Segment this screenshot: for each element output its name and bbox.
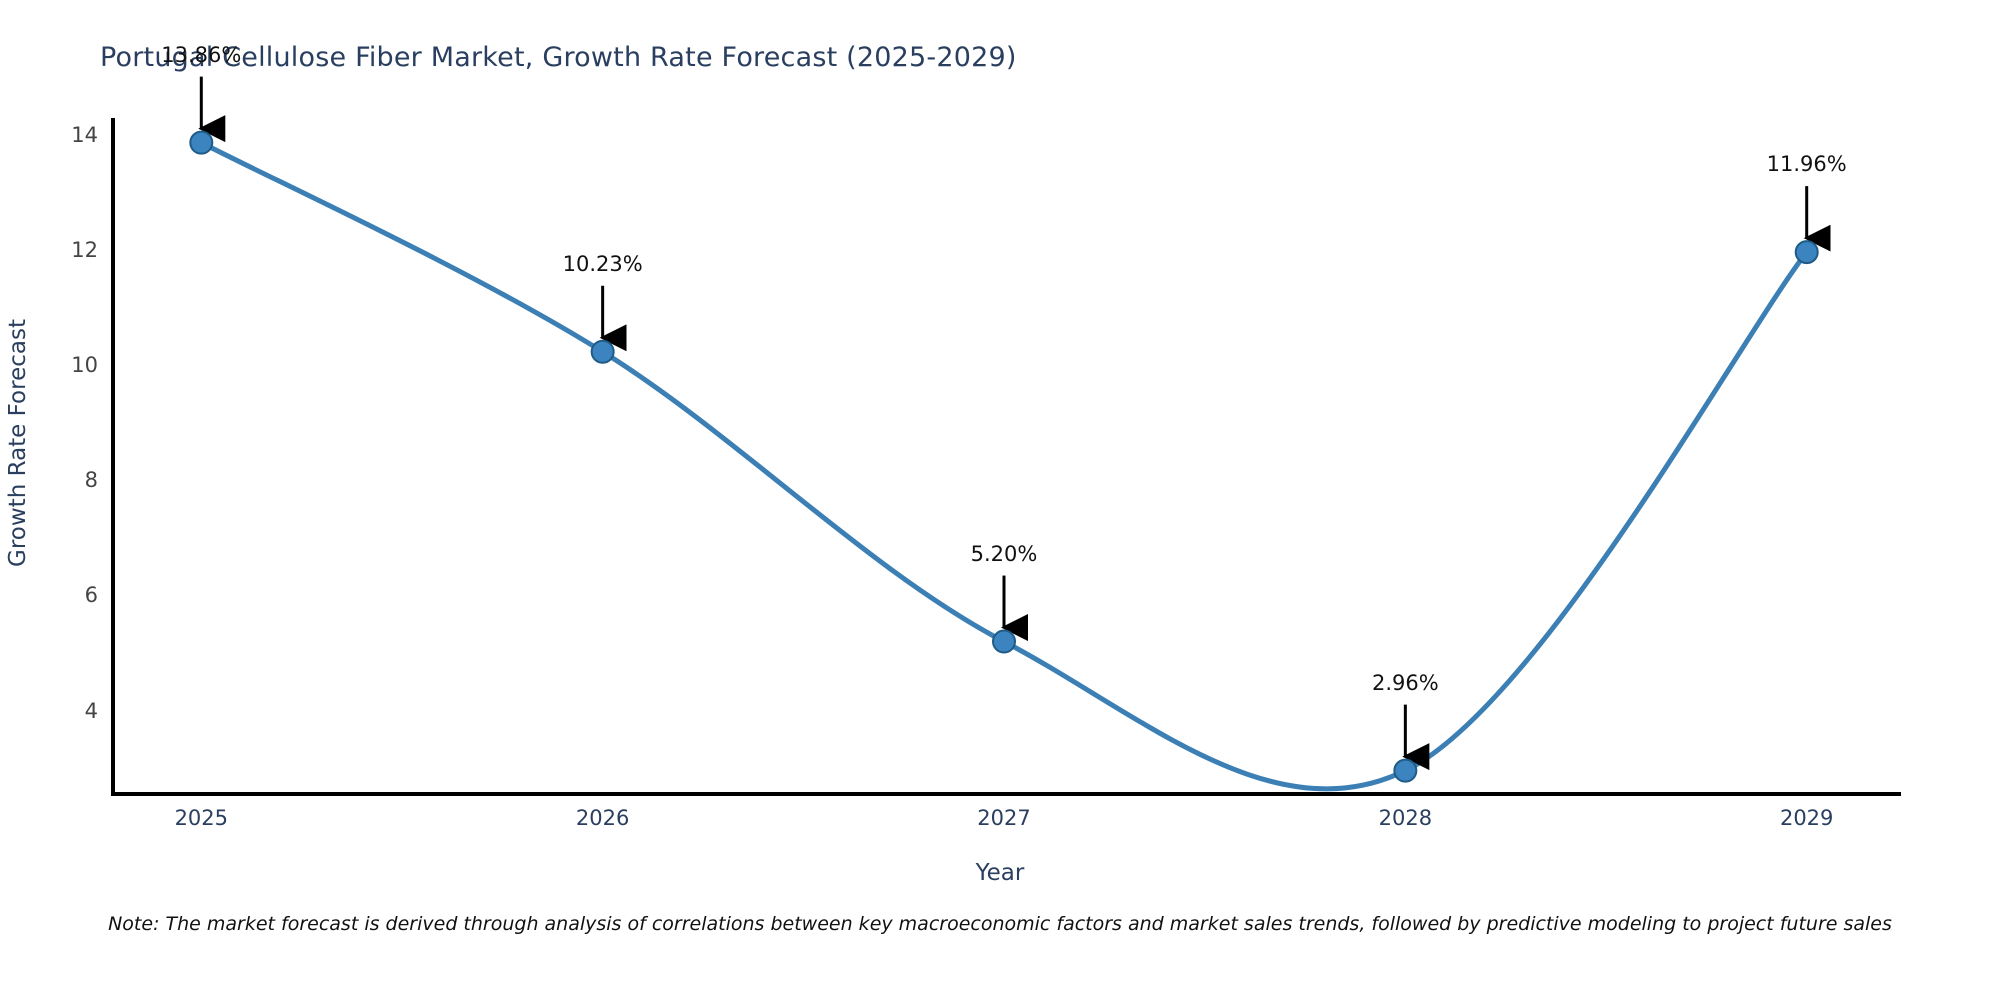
x-tick-label: 2029: [1779, 806, 1834, 830]
x-axis-spine: [111, 792, 1901, 796]
y-tick-label: 4: [84, 698, 98, 723]
data-point-label: 5.20%: [970, 541, 1038, 566]
y-tick-label: 10: [71, 353, 98, 378]
data-point-label: 11.96%: [1766, 152, 1847, 177]
data-point-label: 13.86%: [161, 42, 242, 67]
data-point-marker[interactable]: [1794, 240, 1819, 265]
y-axis-spine: [111, 118, 115, 796]
y-tick-label: 8: [84, 468, 98, 493]
x-axis-title: Year: [975, 860, 1025, 886]
data-markers: [189, 130, 1819, 783]
y-axis-title: Growth Rate Forecast: [5, 319, 31, 567]
x-tick-label: 2026: [575, 806, 630, 830]
data-point-marker[interactable]: [189, 130, 214, 155]
y-axis-tick-labels: 4 6 8 10 12 14: [0, 0, 98, 1000]
x-tick-label: 2028: [1378, 806, 1433, 830]
line-series-svg: [189, 76, 1831, 792]
data-point-marker[interactable]: [590, 339, 615, 364]
chart-footnote: Note: The market forecast is derived thr…: [108, 913, 1892, 935]
y-tick-label: 12: [71, 237, 98, 262]
y-tick-label: 14: [71, 122, 98, 147]
data-point-label: 2.96%: [1371, 670, 1439, 695]
x-tick-label: 2025: [174, 806, 229, 830]
data-point-marker[interactable]: [1393, 758, 1418, 783]
annotation-arrows: [198, 76, 1831, 771]
chart-title: Portugal Cellulose Fiber Market, Growth …: [100, 42, 1017, 73]
data-line: [198, 140, 1810, 792]
data-point-marker[interactable]: [992, 629, 1016, 654]
x-tick-label: 2027: [977, 806, 1031, 830]
data-point-label: 10.23%: [562, 251, 643, 276]
y-tick-label: 6: [84, 583, 98, 608]
plot-area: [113, 76, 1903, 800]
